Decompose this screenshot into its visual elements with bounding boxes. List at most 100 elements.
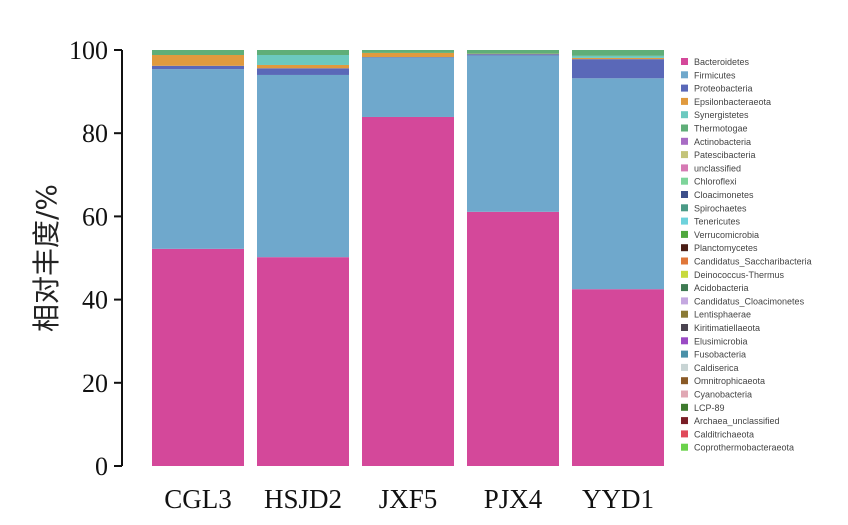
- legend-label: Lentisphaerae: [694, 310, 751, 320]
- legend-label: Cyanobacteria: [694, 390, 752, 400]
- y-axis-label: 相对丰度/%: [30, 184, 63, 332]
- legend-label: Kiritimatiellaeota: [694, 323, 760, 333]
- y-tick-label: 40: [82, 286, 108, 315]
- x-tick-label: HSJD2: [264, 484, 342, 514]
- legend-label: Synergistetes: [694, 110, 749, 120]
- legend-label: LCP-89: [694, 403, 725, 413]
- legend: Bacteroidetes Firmicutes Proteobacteria Eps…: [681, 57, 812, 453]
- legend-label: Deinococcus-Thermus: [694, 270, 785, 280]
- x-tick-label: YYD1: [582, 484, 654, 514]
- legend-label: Proteobacteria: [694, 84, 753, 94]
- legend-label: Fusobacteria: [694, 350, 746, 360]
- legend-swatch: [681, 71, 688, 79]
- legend-swatch: [681, 164, 688, 172]
- y-axis: 0 20 40 60 80 100: [69, 36, 123, 481]
- legend-swatch: [681, 270, 688, 278]
- legend-label: Chloroflexi: [694, 177, 737, 187]
- legend-label: Acidobacteria: [694, 283, 749, 293]
- legend-swatch: [681, 244, 688, 252]
- legend-label: Bacteroidetes: [694, 57, 750, 67]
- x-axis-labels: CGL3 HSJD2 JXF5 PJX4 YYD1: [164, 484, 654, 514]
- bar-segment-Bacteroidetes: [362, 116, 454, 466]
- bar-segment-Thermotogae: [467, 50, 559, 54]
- legend-swatch: [681, 284, 688, 292]
- x-tick-label: JXF5: [379, 484, 438, 514]
- y-tick-label: 0: [95, 452, 108, 481]
- bar-segment-Proteobacteria: [152, 65, 244, 70]
- bar-segment-Thermotogae: [572, 50, 664, 56]
- bar-segment-Bacteroidetes: [152, 248, 244, 466]
- bar-segment-Firmicutes: [152, 69, 244, 249]
- x-tick-label: CGL3: [164, 484, 232, 514]
- legend-label: Actinobacteria: [694, 137, 751, 147]
- legend-label: Spirochaetes: [694, 203, 747, 213]
- legend-swatch: [681, 230, 688, 238]
- legend-swatch: [681, 124, 688, 132]
- legend-label: Planctomycetes: [694, 243, 758, 253]
- legend-swatch: [681, 204, 688, 212]
- legend-swatch: [681, 111, 688, 119]
- bar-segment-Epsilonbacteraeota: [572, 57, 664, 60]
- legend-label: Candidatus_Cloacimonetes: [694, 296, 805, 306]
- bar-segment-Epsilonbacteraeota: [257, 64, 349, 69]
- bar-segment-Bacteroidetes: [467, 211, 559, 466]
- legend-swatch: [681, 363, 688, 371]
- y-tick-label: 80: [82, 119, 108, 148]
- bar-segment-Epsilonbacteraeota: [362, 52, 454, 58]
- legend-label: Thermotogae: [694, 124, 748, 134]
- bar-segment-Proteobacteria: [467, 54, 559, 56]
- legend-swatch: [681, 177, 688, 185]
- bar-segment-Thermotogae: [152, 50, 244, 55]
- bar-segment-Synergistetes: [572, 55, 664, 58]
- legend-swatch: [681, 377, 688, 385]
- legend-label: Verrucomicrobia: [694, 230, 759, 240]
- legend-label: Firmicutes: [694, 70, 736, 80]
- legend-label: Patescibacteria: [694, 150, 756, 160]
- bar-segment-Thermotogae: [257, 50, 349, 55]
- legend-swatch: [681, 191, 688, 198]
- legend-label: Epsilonbacteraeota: [694, 97, 771, 107]
- bar-segment-Thermotogae: [362, 50, 454, 53]
- bar-segment-Bacteroidetes: [257, 257, 349, 466]
- x-tick-label: PJX4: [484, 484, 543, 514]
- legend-label: unclassified: [694, 163, 741, 173]
- legend-swatch: [681, 390, 688, 398]
- legend-swatch: [681, 337, 688, 345]
- legend-label: Elusimicrobia: [694, 336, 748, 346]
- y-tick-label: 60: [82, 202, 108, 231]
- legend-swatch: [681, 430, 688, 438]
- legend-label: Caldiserica: [694, 363, 739, 373]
- legend-swatch: [681, 417, 688, 425]
- bar-segment-Firmicutes: [257, 74, 349, 258]
- legend-label: Coprothermobacteraeota: [694, 443, 794, 453]
- bar-segment-Bacteroidetes: [572, 289, 664, 466]
- legend-swatch: [681, 137, 688, 145]
- legend-swatch: [681, 97, 688, 105]
- legend-swatch: [681, 217, 688, 225]
- legend-label: Cloacimonetes: [694, 190, 754, 200]
- y-tick-label: 20: [82, 369, 108, 398]
- bar-segment-Firmicutes: [572, 78, 664, 290]
- legend-label: Calditrichaeota: [694, 429, 754, 439]
- legend-label: Tenericutes: [694, 217, 741, 227]
- legend-swatch: [681, 297, 688, 305]
- legend-swatch: [681, 257, 688, 265]
- legend-swatch: [681, 58, 688, 65]
- bar-segment-Epsilonbacteraeota: [152, 54, 244, 66]
- legend-swatch: [681, 84, 688, 92]
- legend-swatch: [681, 324, 688, 331]
- bar-segment-Synergistetes: [257, 54, 349, 65]
- bars: [152, 50, 664, 466]
- legend-label: Candidatus_Saccharibacteria: [694, 257, 812, 267]
- bar-segment-Proteobacteria: [257, 68, 349, 75]
- legend-label: Archaea_unclassified: [694, 416, 780, 426]
- bar-segment-Firmicutes: [467, 55, 559, 212]
- legend-label: Omnitrophicaeota: [694, 376, 765, 386]
- legend-swatch: [681, 151, 688, 159]
- legend-swatch: [681, 443, 688, 451]
- y-tick-label: 100: [69, 36, 108, 65]
- legend-swatch: [681, 403, 688, 411]
- legend-swatch: [681, 310, 688, 318]
- bar-segment-Proteobacteria: [572, 59, 664, 79]
